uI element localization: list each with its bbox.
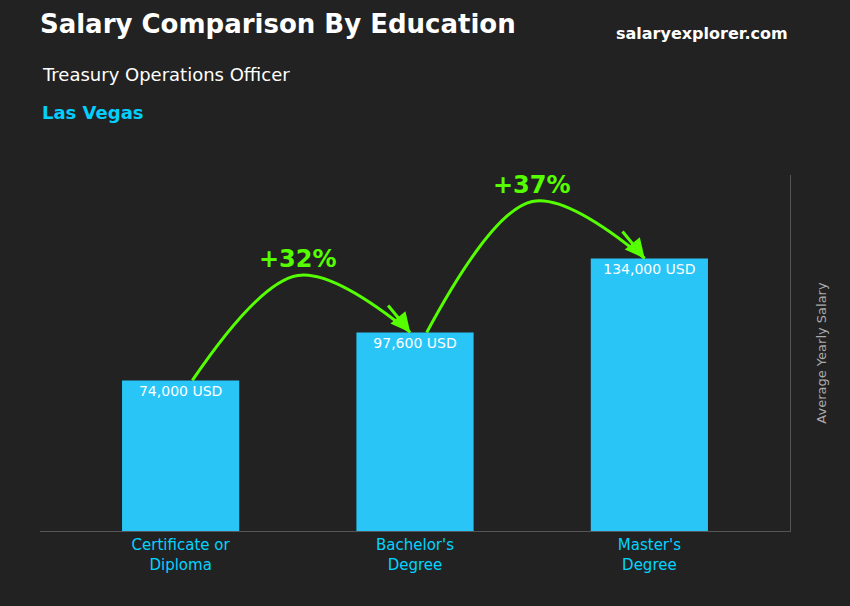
svg-text:+37%: +37% <box>493 171 571 199</box>
svg-text:Certificate orDiploma: Certificate orDiploma <box>132 536 231 574</box>
svg-text:salaryexplorer.com: salaryexplorer.com <box>616 24 788 43</box>
svg-text:Bachelor'sDegree: Bachelor'sDegree <box>376 536 454 574</box>
svg-text:Master'sDegree: Master'sDegree <box>618 536 681 574</box>
svg-text:Salary Comparison By Education: Salary Comparison By Education <box>40 9 516 39</box>
svg-text:97,600 USD: 97,600 USD <box>373 335 456 351</box>
svg-text:Average Yearly Salary: Average Yearly Salary <box>814 282 829 424</box>
svg-text:Treasury Operations Officer: Treasury Operations Officer <box>42 64 290 85</box>
svg-text:+32%: +32% <box>259 245 337 273</box>
svg-text:Las Vegas: Las Vegas <box>42 102 144 123</box>
svg-text:134,000 USD: 134,000 USD <box>603 261 695 277</box>
svg-text:74,000 USD: 74,000 USD <box>139 383 222 399</box>
